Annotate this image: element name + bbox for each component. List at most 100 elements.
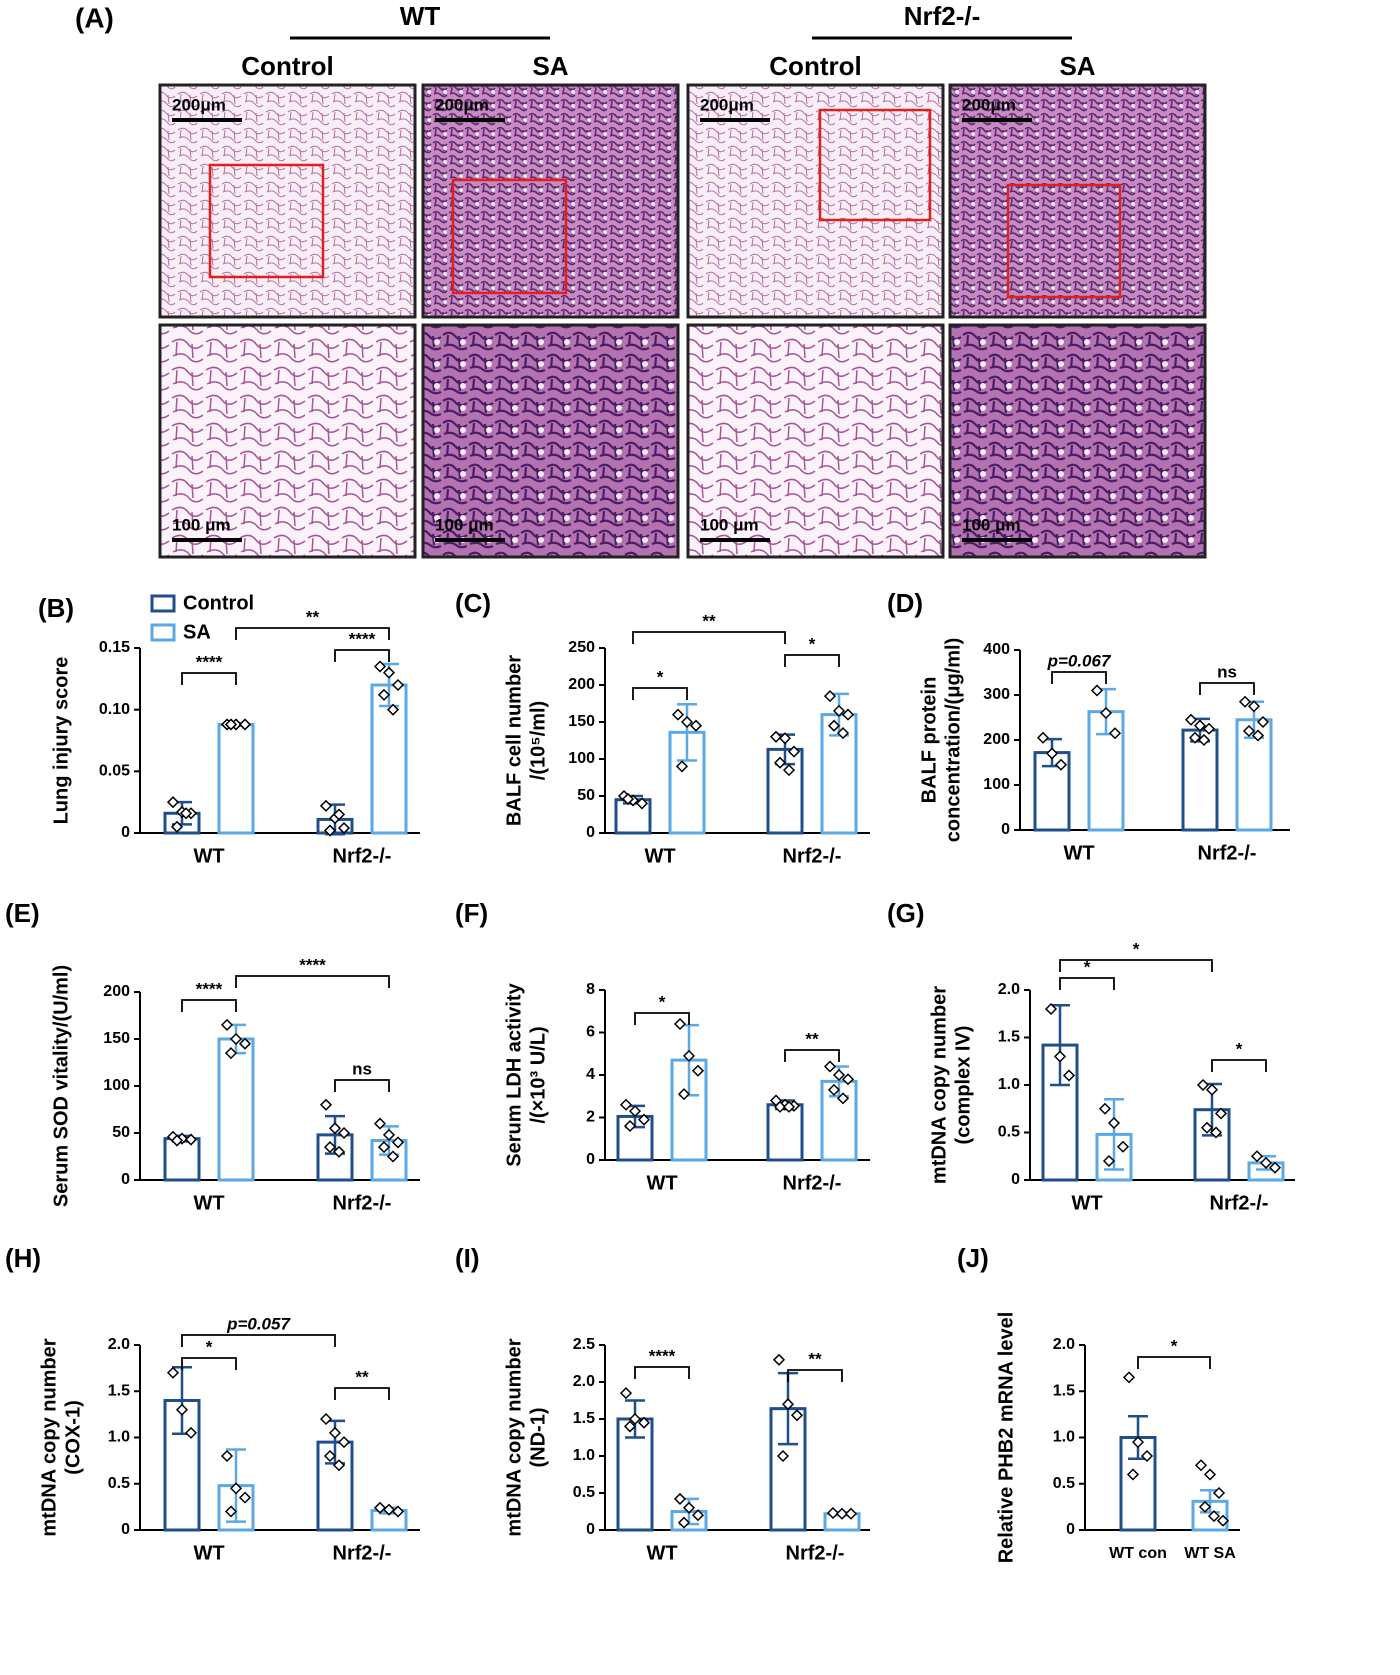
y-axis-label: /(10⁵/ml): [527, 701, 549, 780]
y-tick-label: 0.05: [99, 763, 130, 780]
y-tick-label: 1.5: [998, 1029, 1020, 1046]
panel-label: (A): [75, 2, 114, 33]
significance-bracket: [181, 1334, 336, 1347]
data-point: [337, 1126, 351, 1140]
zoom-box: [451, 178, 568, 295]
data-point: [323, 1141, 337, 1154]
y-tick-label: 2: [586, 1109, 595, 1126]
panel-label: (H): [5, 1243, 41, 1273]
data-point: [337, 822, 351, 835]
data-point: [1062, 1069, 1076, 1082]
y-tick-label: 100: [568, 750, 595, 767]
y-tick-label: 0: [1011, 1171, 1020, 1188]
x-tick-label: WT: [193, 845, 224, 867]
data-point: [673, 1492, 687, 1505]
y-axis-label: Serum SOD vitality/(U/ml): [50, 965, 72, 1207]
y-tick-label: 0.5: [1053, 1475, 1075, 1492]
data-point: [337, 1436, 351, 1449]
y-axis-label: BALF cell number: [503, 655, 525, 826]
scale-bar-label: 100 μm: [435, 515, 494, 534]
data-point: [680, 715, 694, 729]
panel-label: (D): [887, 588, 923, 618]
data-point: [835, 1507, 849, 1520]
y-tick-label: 400: [983, 641, 1010, 658]
data-point: [623, 1119, 637, 1133]
y-tick-label: 2.0: [573, 1373, 595, 1390]
data-point: [628, 1105, 642, 1118]
x-tick-label: Nrf2-/-: [333, 845, 392, 867]
data-point: [682, 1049, 696, 1062]
data-point: [776, 1449, 790, 1463]
data-point: [328, 1122, 342, 1135]
data-point: [778, 732, 792, 745]
panel-label: (J): [957, 1243, 989, 1273]
y-axis-label: Serum LDH activity: [503, 982, 525, 1166]
scale-bar-label: 100 μm: [700, 515, 759, 534]
data-point: [1242, 724, 1256, 738]
data-point: [782, 764, 796, 777]
legend-label: SA: [183, 621, 211, 643]
y-tick-label: 150: [568, 713, 595, 730]
significance-label: *: [657, 667, 664, 686]
data-point: [1212, 1486, 1226, 1500]
y-tick-label: 200: [568, 676, 595, 693]
data-point: [1259, 1156, 1273, 1169]
y-tick-label: 4: [586, 1066, 595, 1083]
data-point: [623, 1420, 637, 1433]
data-point: [175, 1403, 189, 1416]
significance-label: *: [1236, 1039, 1243, 1058]
data-point: [229, 1482, 243, 1495]
group-label: Nrf2-/-: [904, 1, 981, 31]
y-tick-label: 0: [121, 824, 130, 841]
data-point: [782, 1100, 796, 1113]
significance-bracket: [1199, 682, 1255, 695]
micrograph: [158, 83, 417, 319]
micrograph: [948, 83, 1207, 319]
y-tick-label: 100: [103, 1077, 130, 1094]
data-point: [1205, 1083, 1219, 1096]
error-bar: [1050, 1003, 1070, 1087]
significance-bracket: [632, 631, 786, 644]
significance-label: *: [206, 1337, 213, 1356]
significance-bracket: [235, 975, 390, 988]
zoom-box: [208, 163, 325, 279]
data-point: [332, 1459, 346, 1472]
error-bar: [677, 702, 697, 762]
data-point: [1202, 722, 1216, 735]
significance-label: *: [809, 634, 816, 653]
y-tick-label: 100: [983, 776, 1010, 793]
micrograph: [421, 83, 680, 319]
significance-label: *: [1133, 939, 1140, 958]
y-tick-label: 1.0: [108, 1429, 130, 1446]
data-point: [1196, 1078, 1210, 1092]
condition-label: SA: [532, 51, 568, 81]
data-point: [827, 1083, 841, 1096]
legend-swatch: [150, 594, 176, 613]
zoom-box: [818, 108, 932, 222]
significance-bracket: [181, 1357, 237, 1370]
micrograph: [421, 323, 680, 559]
data-point: [773, 756, 787, 769]
significance-label: ns: [352, 1059, 372, 1078]
data-point: [621, 792, 635, 806]
data-point: [224, 1047, 238, 1060]
scale-bar-label: 200μm: [700, 95, 754, 114]
y-axis-label: mtDNA copy number: [38, 1338, 60, 1536]
data-point: [1250, 1150, 1264, 1163]
data-point: [1102, 1154, 1116, 1168]
data-point: [382, 666, 396, 679]
y-tick-label: 0: [586, 1521, 595, 1538]
significance-bracket: [181, 672, 237, 685]
data-point: [166, 796, 180, 809]
data-point: [332, 808, 346, 821]
data-point: [386, 703, 400, 716]
data-point: [1216, 1514, 1230, 1527]
significance-bracket: [235, 627, 390, 640]
significance-label: ****: [196, 652, 223, 671]
data-point: [1184, 713, 1198, 726]
y-tick-label: 150: [103, 1030, 130, 1047]
y-tick-label: 0: [586, 824, 595, 841]
panel-label: (F): [455, 898, 488, 928]
y-tick-label: 0: [121, 1521, 130, 1538]
